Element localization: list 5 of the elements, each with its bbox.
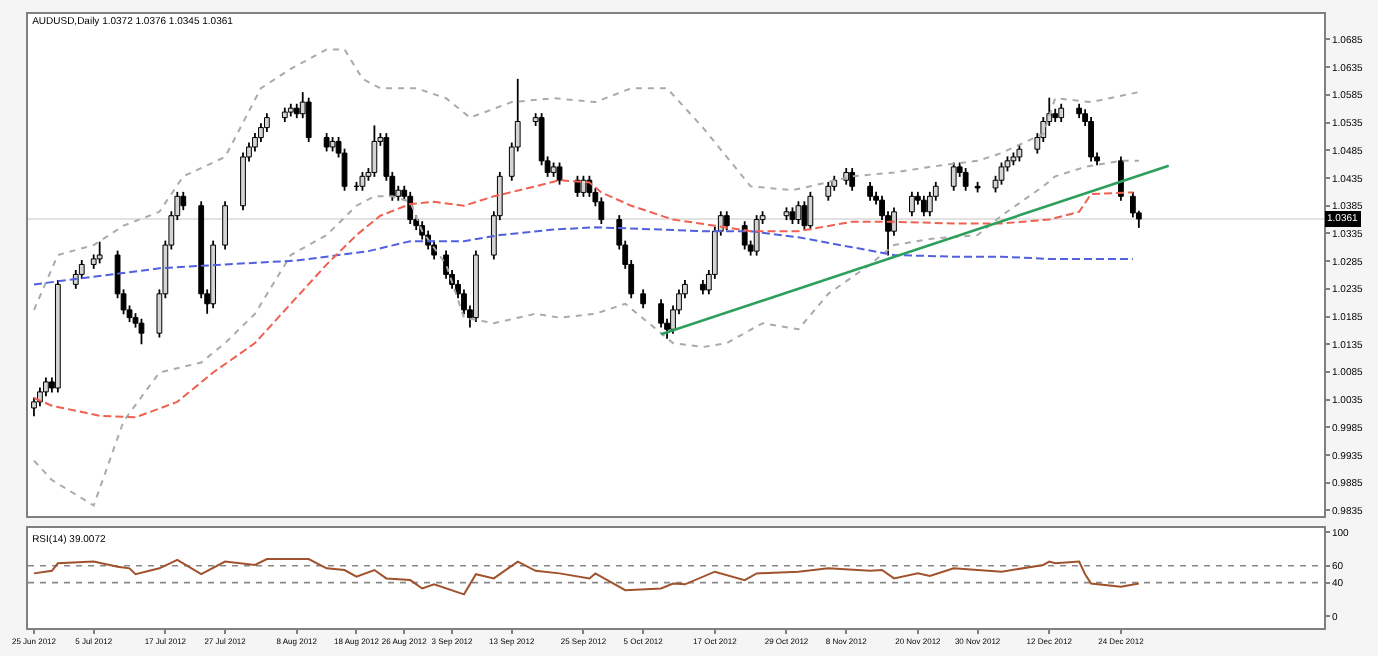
line-series [32,226,1134,286]
line-series [32,159,1140,507]
line-series [32,179,1134,419]
line-series [32,558,1140,596]
line-series [32,48,1140,311]
